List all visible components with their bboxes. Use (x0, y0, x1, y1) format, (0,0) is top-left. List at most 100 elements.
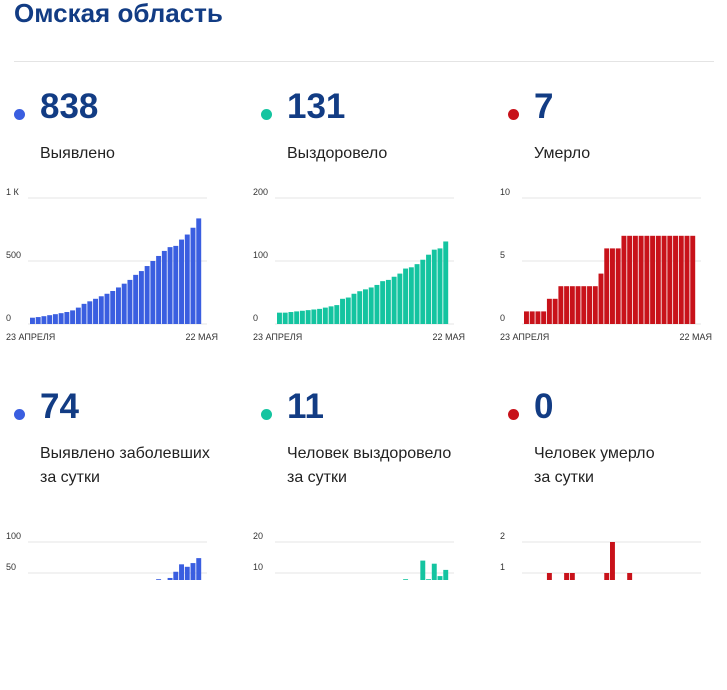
bar (30, 317, 35, 324)
bar (58, 313, 64, 324)
bar (121, 283, 127, 324)
x-start-label: 23 АПРЕЛЯ (500, 332, 549, 342)
bar (70, 310, 76, 324)
bar (87, 301, 93, 324)
panel-recovered: 131 Выздоровело 200 100 0 23 АПРЕЛЯ 22 МАЯ (249, 87, 489, 390)
bar (282, 312, 288, 324)
daily-deaths-label-line1: Человек умерло (534, 445, 655, 462)
title-divider (14, 61, 714, 62)
bar (610, 542, 615, 580)
bar (156, 255, 162, 324)
bar (64, 312, 70, 324)
daily-deaths-label-line2: за сутки (534, 469, 594, 486)
bar (661, 235, 667, 324)
deaths-dot (508, 109, 519, 120)
bar (564, 286, 570, 324)
bar (288, 312, 294, 324)
bar (621, 235, 627, 324)
y-tick-label: 20 (253, 531, 263, 541)
bar (408, 267, 414, 324)
bar (116, 287, 121, 324)
bar (414, 264, 420, 324)
bar (184, 234, 190, 324)
bar (610, 248, 615, 324)
bar (299, 310, 305, 324)
bar (627, 235, 633, 324)
bar (110, 290, 116, 324)
bar (403, 268, 409, 324)
bar (598, 273, 604, 324)
detected-chart: 1 К 500 0 23 АПРЕЛЯ 22 МАЯ (6, 188, 218, 342)
bar (334, 305, 340, 324)
bar (328, 306, 334, 324)
recovered-chart: 200 100 0 23 АПРЕЛЯ 22 МАЯ (253, 188, 465, 342)
bar (196, 558, 202, 580)
bar (581, 286, 587, 324)
deaths-label: Умерло (534, 145, 591, 162)
bar (190, 563, 196, 580)
bar (385, 279, 391, 324)
bar (317, 308, 323, 324)
bar (575, 286, 581, 324)
bar (524, 311, 529, 324)
bar (420, 259, 426, 324)
bar (277, 312, 282, 324)
bar (552, 298, 558, 324)
bar (190, 227, 196, 324)
bar (184, 566, 190, 580)
y-tick-label: 10 (253, 562, 263, 572)
y-tick-label: 50 (6, 562, 16, 572)
y-tick-label: 100 (253, 250, 268, 260)
bar (431, 563, 437, 580)
bar (47, 315, 53, 324)
daily-deaths-value: 0 (534, 387, 554, 426)
panel-daily-recovered: 11 Человек выздоровело за сутки 20 10 (249, 387, 489, 690)
daily-deaths-chart: 21 (500, 531, 701, 580)
deaths-value: 7 (534, 87, 554, 126)
y-tick-label: 0 (500, 313, 505, 323)
bar (196, 218, 202, 324)
x-end-label: 22 МАЯ (679, 332, 712, 342)
bar (167, 247, 173, 324)
bar (403, 579, 409, 580)
bar (173, 571, 179, 580)
daily-recovered-label-line2: за сутки (287, 469, 347, 486)
bar (426, 254, 431, 324)
recovered-value: 131 (287, 87, 346, 126)
bar (638, 235, 644, 324)
bar (684, 235, 690, 324)
bar (678, 235, 684, 324)
bar (363, 289, 368, 324)
bar (294, 311, 300, 324)
bar (144, 266, 150, 324)
bar (391, 276, 397, 324)
recovered-label: Выздоровело (287, 145, 388, 162)
bar (655, 235, 661, 324)
bar (93, 298, 98, 324)
panel-deaths: 7 Умерло 10 5 0 23 АПРЕЛЯ 22 МАЯ (496, 87, 727, 390)
bar (690, 235, 696, 324)
bar (673, 235, 678, 324)
bar (380, 281, 386, 324)
bar (179, 239, 184, 324)
daily-detected-label-line1: Выявлено заболевших (40, 445, 210, 462)
bar (587, 286, 592, 324)
bar (564, 573, 570, 580)
daily-detected-chart: 100 50 (6, 531, 207, 580)
x-start-label: 23 АПРЕЛЯ (6, 332, 55, 342)
panel-detected: 838 Выявлено 1 К 500 0 23 АПРЕЛЯ 22 МАЯ (2, 87, 242, 390)
bar (368, 287, 374, 324)
daily-recovered-value: 11 (287, 387, 324, 426)
bar (104, 293, 110, 324)
daily-detected-value: 74 (40, 387, 79, 426)
bar (437, 248, 443, 324)
bar (345, 297, 351, 324)
bar (397, 273, 403, 324)
bar (627, 573, 633, 580)
bar (420, 560, 426, 580)
bar (546, 298, 552, 324)
y-tick-label: 200 (253, 188, 268, 197)
bar (535, 311, 541, 324)
y-tick-label: 1 К (6, 188, 20, 197)
